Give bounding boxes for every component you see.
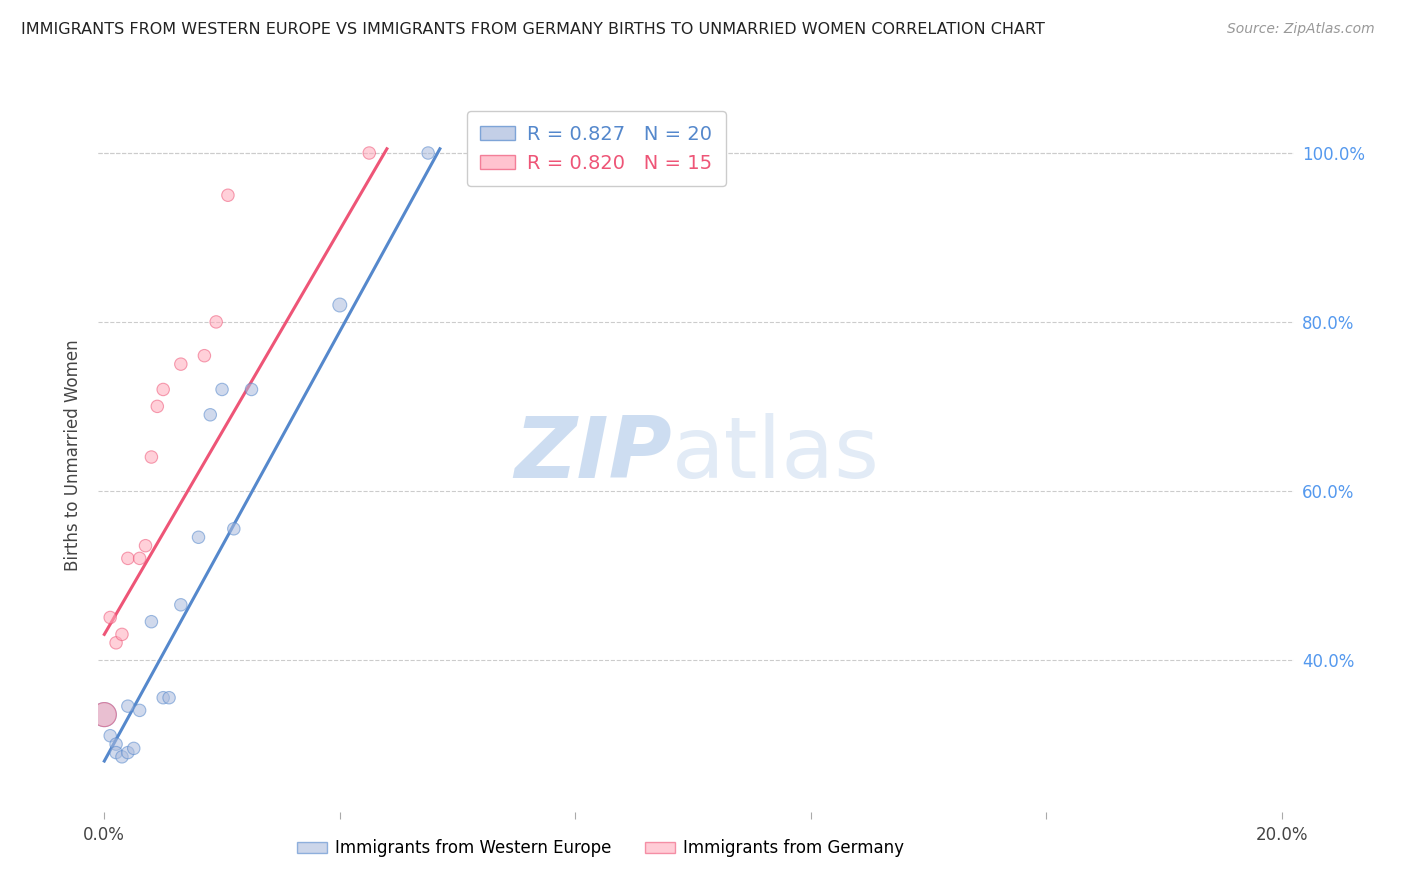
- Point: [93, 707, 115, 722]
- Point: [98, 610, 121, 624]
- Text: Source: ZipAtlas.com: Source: ZipAtlas.com: [1227, 22, 1375, 37]
- Point: [205, 315, 228, 329]
- Point: [329, 298, 352, 312]
- Legend: Immigrants from Western Europe, Immigrants from Germany: Immigrants from Western Europe, Immigran…: [290, 833, 911, 864]
- Point: [222, 522, 245, 536]
- Point: [122, 741, 145, 756]
- Point: [105, 636, 128, 650]
- Point: [111, 749, 134, 764]
- Y-axis label: Births to Unmarried Women: Births to Unmarried Women: [63, 339, 82, 571]
- Point: [200, 408, 222, 422]
- Point: [128, 551, 150, 566]
- Point: [134, 539, 156, 553]
- Point: [111, 627, 134, 641]
- Point: [105, 737, 128, 751]
- Text: IMMIGRANTS FROM WESTERN EUROPE VS IMMIGRANTS FROM GERMANY BIRTHS TO UNMARRIED WO: IMMIGRANTS FROM WESTERN EUROPE VS IMMIGR…: [21, 22, 1045, 37]
- Point: [187, 530, 209, 544]
- Point: [146, 400, 169, 414]
- Point: [416, 146, 439, 161]
- Point: [93, 707, 115, 722]
- Point: [359, 146, 381, 161]
- Point: [193, 349, 215, 363]
- Point: [141, 450, 163, 464]
- Point: [157, 690, 180, 705]
- Point: [98, 729, 121, 743]
- Point: [117, 551, 139, 566]
- Point: [217, 188, 239, 202]
- Point: [141, 615, 163, 629]
- Point: [117, 746, 139, 760]
- Point: [128, 703, 150, 717]
- Point: [117, 699, 139, 714]
- Point: [170, 598, 193, 612]
- Point: [240, 383, 263, 397]
- Text: ZIP: ZIP: [515, 413, 672, 497]
- Point: [211, 383, 233, 397]
- Text: atlas: atlas: [672, 413, 880, 497]
- Point: [170, 357, 193, 371]
- Point: [152, 690, 174, 705]
- Point: [105, 746, 128, 760]
- Point: [152, 383, 174, 397]
